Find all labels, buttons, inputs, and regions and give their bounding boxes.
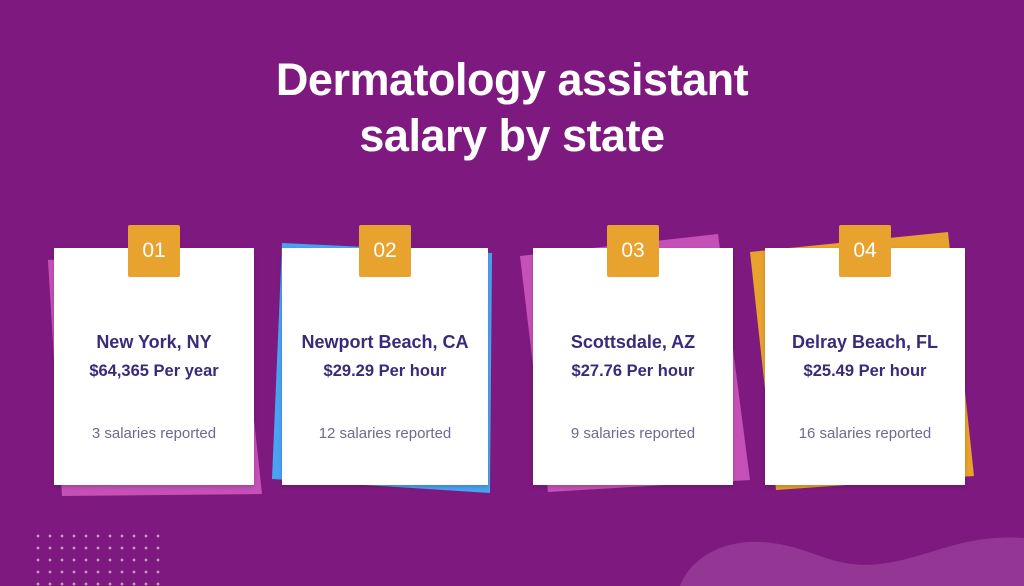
card-reported-count: 16 salaries reported [798,425,932,442]
card-city: New York, NY [96,332,212,352]
title-line-1: Dermatology assistant [275,54,749,105]
wave-decoration [680,537,1024,586]
card-number-badge: 04 [839,225,891,277]
card-reported-count: 12 salaries reported [318,425,452,442]
card-reported-count: 3 salaries reported [91,425,217,442]
card-salary: $27.76 Per hour [571,362,695,380]
title-line-2: salary by state [359,110,665,161]
salary-card-3: 03 Scottsdale, AZ $27.76 Per hour 9 sala… [533,225,733,485]
card-salary: $29.29 Per hour [323,362,447,380]
card-number-badge: 01 [128,225,180,277]
card-city: Newport Beach, CA [301,332,469,352]
card-salary: $25.49 Per hour [803,362,927,380]
card-city: Scottsdale, AZ [570,332,696,352]
card-reported-count: 9 salaries reported [570,425,696,442]
salary-card-2: 02 Newport Beach, CA $29.29 Per hour 12 … [282,225,488,485]
card-number-badge: 03 [607,225,659,277]
card-number-badge: 02 [359,225,411,277]
page-title: Dermatology assistant salary by state [0,52,1024,164]
salary-card-4: 04 Delray Beach, FL $25.49 Per hour 16 s… [765,225,965,485]
card-salary: $64,365 Per year [89,362,219,380]
salary-card-1: 01 New York, NY $64,365 Per year 3 salar… [54,225,254,485]
dot-pattern-decoration [32,530,164,586]
card-city: Delray Beach, FL [791,332,939,352]
